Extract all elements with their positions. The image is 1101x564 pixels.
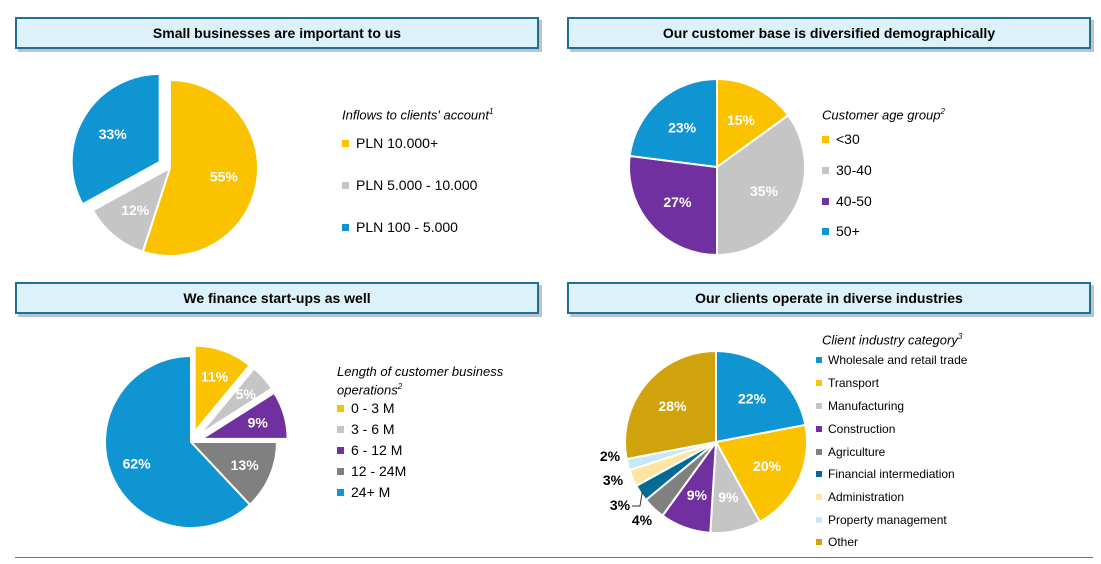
panel-header-startups: We finance start-ups as well — [15, 282, 539, 314]
legend-swatch — [816, 426, 822, 432]
legend-swatch — [337, 446, 344, 454]
legend-item-age: 50+ — [822, 223, 860, 239]
pie-slice-label: 62% — [123, 456, 152, 472]
legend-title-startups: Length of customer business operations2 — [337, 364, 504, 398]
legend-item-age: 40-50 — [822, 193, 872, 209]
legend-item-industries: Manufacturing — [816, 399, 904, 413]
legend-item-industries: Agriculture — [816, 445, 885, 459]
pie-slice-label: 33% — [99, 126, 128, 142]
legend-swatch — [822, 227, 829, 235]
pie-slice — [715, 423, 808, 523]
pie-slice — [91, 167, 171, 253]
pie-slice — [141, 79, 259, 257]
pie-slice-label: 13% — [231, 457, 260, 473]
legend-item-startups: 6 - 12 M — [337, 442, 402, 458]
pie-slice — [624, 350, 717, 461]
legend-item-industries: Wholesale and retail trade — [816, 353, 967, 367]
legend-swatch — [337, 404, 344, 412]
legend-swatch — [337, 467, 344, 475]
pie-slice-label: 28% — [659, 398, 688, 414]
legend-item-industries: Administration — [816, 490, 904, 504]
legend-item-industries: Transport — [816, 376, 879, 390]
pie-slice-label: 9% — [718, 489, 739, 505]
pie-slice — [190, 441, 278, 506]
pie-slice — [193, 344, 251, 433]
pie-slice-label: 22% — [738, 391, 767, 407]
pie-slice — [715, 350, 807, 443]
pie-slice-label: 23% — [668, 119, 697, 135]
panel-header-industries: Our clients operate in diverse industrie… — [567, 282, 1091, 314]
pie-slice-label: 20% — [753, 458, 782, 474]
pie-slice-label: 9% — [248, 415, 269, 431]
legend-item-inflows: PLN 5.000 - 10.000 — [342, 177, 477, 193]
legend-swatch — [342, 181, 349, 189]
pie-chart-startups: 11% 5% 9% 13% 62% — [104, 344, 289, 529]
legend-swatch — [816, 380, 822, 386]
bottom-divider — [15, 557, 1093, 558]
panel-title: We finance start-ups as well — [183, 290, 371, 306]
legend-item-inflows: PLN 100 - 5.000 — [342, 219, 458, 235]
pie-slice-label: 4% — [632, 512, 653, 528]
pie-slice-label: 35% — [750, 183, 779, 199]
legend-item-age: <30 — [822, 131, 860, 147]
pie-slice-label: 11% — [201, 369, 229, 385]
pie-chart-industries: 22%20%9%9%4%3%3%2%28% — [600, 350, 808, 534]
pie-slice-label: 3% — [603, 472, 624, 488]
pie-chart-inflows: 55% 12% 33% — [70, 72, 259, 257]
legend-swatch — [816, 403, 822, 409]
pie-slice-label: 15% — [727, 112, 756, 128]
pie-slice-label: 9% — [687, 487, 708, 503]
legend-swatch — [816, 357, 822, 363]
panel-title: Our customer base is diversified demogra… — [662, 25, 996, 41]
legend-swatch — [337, 425, 344, 433]
pie-slice-label: 2% — [600, 448, 621, 464]
legend-title-industries: Client industry category3 — [822, 332, 963, 348]
legend-item-startups: 12 - 24M — [337, 463, 406, 479]
legend-swatch — [822, 197, 829, 205]
legend-item-industries: Construction — [816, 422, 895, 436]
legend-swatch — [822, 135, 829, 143]
legend-item-industries: Financial intermediation — [816, 467, 955, 481]
pie-slice — [70, 72, 161, 206]
panel-title: Small businesses are important to us — [152, 25, 402, 41]
pie-slice-label: 5% — [236, 386, 257, 402]
legend-swatch — [816, 517, 822, 523]
pie-slice-label: 3% — [610, 497, 631, 513]
legend-item-startups: 24+ M — [337, 484, 390, 500]
legend-swatch — [816, 449, 822, 455]
panel-header-demographics: Our customer base is diversified demogra… — [567, 17, 1091, 49]
legend-swatch — [342, 223, 349, 231]
panel-title: Our clients operate in diverse industrie… — [695, 290, 963, 306]
pie-slice-label: 27% — [663, 194, 692, 210]
panel-header-small-business: Small businesses are important to us — [15, 17, 539, 49]
pie-slice-label: 12% — [121, 202, 150, 218]
pie-slice — [198, 367, 273, 436]
pie-slice — [104, 355, 251, 529]
label-leader-line — [632, 492, 643, 507]
legend-swatch — [816, 494, 822, 500]
legend-item-industries: Other — [816, 535, 858, 549]
pie-slice — [200, 391, 289, 440]
pie-chart-age: 15% 35% 27% 23% — [628, 78, 806, 256]
legend-swatch — [342, 139, 349, 147]
legend-swatch — [822, 166, 829, 174]
pie-slice-label: 55% — [210, 169, 239, 185]
legend-item-age: 30-40 — [822, 162, 872, 178]
legend-item-startups: 0 - 3 M — [337, 400, 395, 416]
pie-slice — [628, 78, 718, 168]
legend-swatch — [816, 471, 822, 477]
legend-item-startups: 3 - 6 M — [337, 421, 395, 437]
legend-title-age: Customer age group2 — [822, 107, 945, 123]
legend-item-industries: Property management — [816, 513, 947, 527]
legend-item-inflows: PLN 10.000+ — [342, 135, 438, 151]
pie-slice — [716, 114, 806, 256]
legend-swatch — [337, 488, 344, 496]
legend-swatch — [816, 539, 822, 545]
legend-title-inflows: Inflows to clients' account1 — [342, 107, 494, 123]
pie-slice — [628, 154, 718, 256]
pie-slice — [716, 78, 790, 168]
